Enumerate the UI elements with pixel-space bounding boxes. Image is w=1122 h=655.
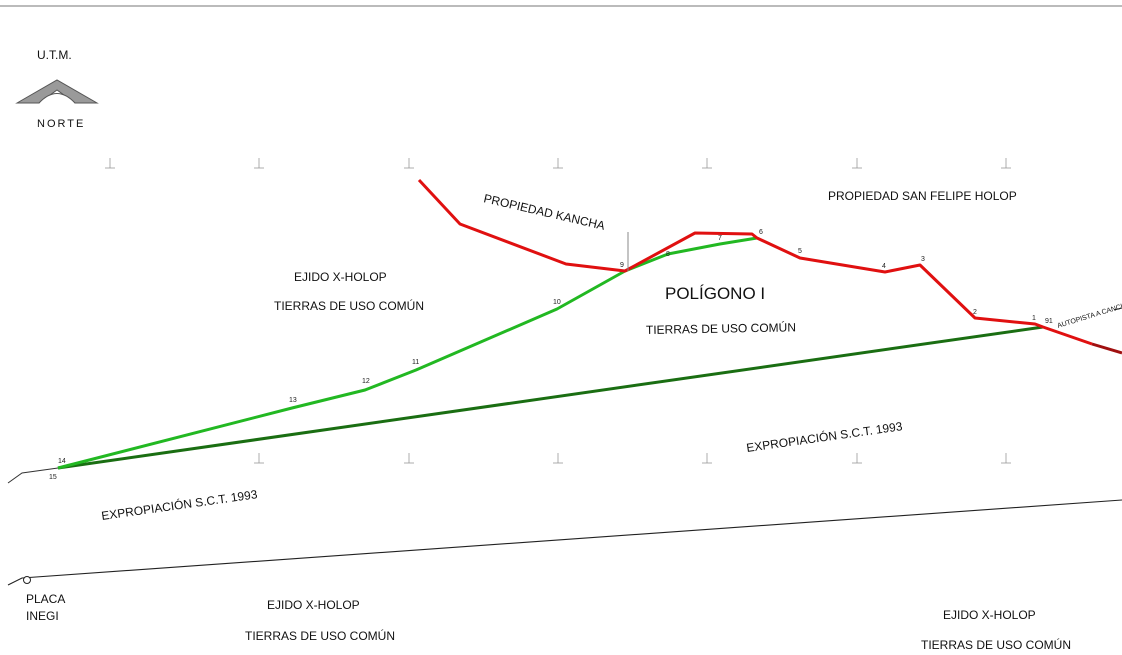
vertex-label: 7: [718, 235, 722, 242]
highway-edge-line: [7, 499, 1122, 586]
vertex-label: 1: [1032, 315, 1036, 322]
poligono-title: POLÍGONO I: [665, 284, 765, 303]
vertex-label: 3: [921, 256, 925, 263]
west-tail-line: [7, 467, 59, 484]
vertex-label: 9: [620, 262, 624, 269]
inegi-marker: [23, 576, 31, 584]
autopista-label: AUTOPISTA A CANCUN: [1057, 301, 1122, 330]
north-arrow-icon: [15, 79, 99, 104]
ejido-se-line2: TIERRAS DE USO COMÚN: [921, 637, 1071, 652]
ejido-nw-line1: EJIDO X-HOLOP: [294, 270, 387, 284]
utm-label: U.T.M.: [37, 48, 72, 62]
poligono-subtitle: TIERRAS DE USO COMÚN: [646, 319, 796, 337]
vertex-label: 5: [798, 248, 802, 255]
ejido-nw-line2: TIERRAS DE USO COMÚN: [274, 298, 424, 313]
autopista-pointer: [1113, 307, 1122, 311]
placa-line2: INEGI: [26, 609, 59, 623]
ejido-sw-line1: EJIDO X-HOLOP: [267, 598, 360, 612]
grid-ticks: [105, 158, 1011, 464]
vertex-label: 13: [289, 397, 297, 404]
vertex-label: 15: [49, 474, 57, 481]
ejido-se-line1: EJIDO X-HOLOP: [943, 608, 1036, 622]
vertex-label: 4: [882, 263, 886, 270]
placa-line1: PLACA: [26, 592, 65, 606]
vertex-label: 12: [362, 378, 370, 385]
vertex-label: 14: [58, 458, 66, 465]
vertex-label: 8: [666, 251, 670, 258]
kancha-label: PROPIEDAD KANCHA: [482, 191, 606, 233]
ejido-sw-line2: TIERRAS DE USO COMÚN: [245, 628, 395, 643]
vertex-label: 2: [973, 309, 977, 316]
vertex-label: 10: [553, 299, 561, 306]
sct-label-left: EXPROPIACIÓN S.C.T. 1993: [100, 486, 258, 523]
north-label: NORTE: [37, 118, 85, 130]
polygon-green-boundary: [57, 236, 758, 470]
sct-label-center: EXPROPIACIÓN S.C.T. 1993: [745, 418, 903, 455]
san-felipe-label: PROPIEDAD SAN FELIPE HOLOP: [828, 189, 1017, 203]
sct-boundary-line: [57, 325, 1044, 470]
vertex-label: 11: [412, 359, 419, 366]
vertex-label: 6: [759, 229, 763, 236]
property-red-boundary: [417, 178, 1093, 346]
highway-tail-dark: [1091, 342, 1122, 355]
vertex-label: 91: [1045, 318, 1053, 325]
